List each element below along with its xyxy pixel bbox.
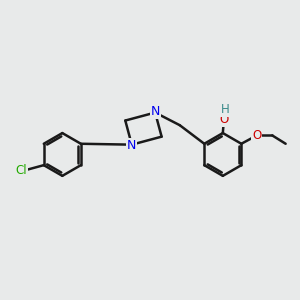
- Text: N: N: [151, 105, 160, 119]
- Text: O: O: [220, 113, 229, 126]
- Text: H: H: [220, 103, 229, 116]
- Text: N: N: [127, 139, 136, 152]
- Text: O: O: [252, 129, 261, 142]
- Text: Cl: Cl: [15, 164, 27, 177]
